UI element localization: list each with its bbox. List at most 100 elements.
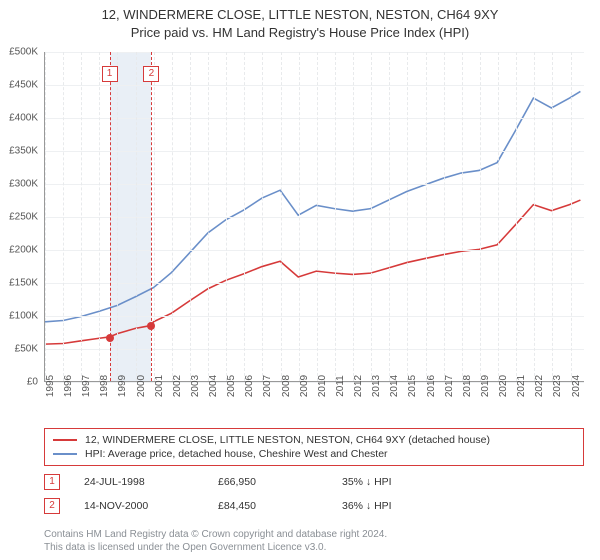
gridline-v	[208, 52, 209, 381]
gridline-v	[516, 52, 517, 381]
x-axis-label: 2001	[154, 375, 165, 397]
x-axis-label: 2008	[281, 375, 292, 397]
gridline-v	[389, 52, 390, 381]
y-axis-label: £300K	[9, 179, 38, 190]
gridline-h	[45, 52, 584, 53]
gridline-v	[353, 52, 354, 381]
gridline-v	[407, 52, 408, 381]
gridline-h	[45, 250, 584, 251]
series-hpi-line	[45, 91, 580, 321]
legend: 12, WINDERMERE CLOSE, LITTLE NESTON, NES…	[44, 428, 584, 466]
transaction-row-2: 2 14-NOV-2000 £84,450 36% ↓ HPI	[44, 498, 584, 514]
x-axis-label: 2014	[389, 375, 400, 397]
y-axis-label: £350K	[9, 146, 38, 157]
x-axis-label: 2000	[136, 375, 147, 397]
event-line	[151, 52, 152, 381]
y-axis-label: £150K	[9, 278, 38, 289]
x-axis-label: 2018	[462, 375, 473, 397]
x-axis-label: 2004	[208, 375, 219, 397]
x-axis-label: 2016	[426, 375, 437, 397]
x-axis-label: 2015	[407, 375, 418, 397]
x-axis-label: 2002	[172, 375, 183, 397]
gridline-v	[136, 52, 137, 381]
y-axis-label: £250K	[9, 212, 38, 223]
event-marker-box: 1	[102, 66, 118, 82]
x-axis-label: 2017	[444, 375, 455, 397]
y-axis-label: £50K	[15, 344, 38, 355]
gridline-v	[571, 52, 572, 381]
legend-row-property: 12, WINDERMERE CLOSE, LITTLE NESTON, NES…	[53, 433, 575, 447]
gridline-v	[226, 52, 227, 381]
event-dot	[106, 334, 114, 342]
y-axis-label: £100K	[9, 311, 38, 322]
gridline-v	[534, 52, 535, 381]
x-axis-label: 2009	[299, 375, 310, 397]
gridline-v	[281, 52, 282, 381]
x-axis-label: 2011	[335, 375, 346, 397]
gridline-h	[45, 217, 584, 218]
x-axis-label: 2022	[534, 375, 545, 397]
gridline-v	[462, 52, 463, 381]
gridline-v	[262, 52, 263, 381]
gridline-v	[317, 52, 318, 381]
gridline-v	[498, 52, 499, 381]
x-axis-label: 2005	[226, 375, 237, 397]
gridline-h	[45, 118, 584, 119]
legend-label-hpi: HPI: Average price, detached house, Ches…	[85, 448, 388, 460]
footer-line-1: Contains HM Land Registry data © Crown c…	[44, 528, 584, 541]
x-axis-label: 1995	[45, 375, 56, 397]
transaction-row-1: 1 24-JUL-1998 £66,950 35% ↓ HPI	[44, 474, 584, 490]
chart-title: 12, WINDERMERE CLOSE, LITTLE NESTON, NES…	[0, 0, 600, 41]
gridline-v	[45, 52, 46, 381]
x-axis-label: 1997	[81, 375, 92, 397]
gridline-v	[63, 52, 64, 381]
x-axis-label: 2007	[262, 375, 273, 397]
x-axis-label: 2024	[571, 375, 582, 397]
legend-swatch-property	[53, 439, 77, 441]
x-axis-label: 2003	[190, 375, 201, 397]
x-axis-label: 2010	[317, 375, 328, 397]
x-axis-label: 2020	[498, 375, 509, 397]
legend-swatch-hpi	[53, 453, 77, 455]
legend-label-property: 12, WINDERMERE CLOSE, LITTLE NESTON, NES…	[85, 434, 490, 446]
gridline-v	[426, 52, 427, 381]
transaction-marker-1: 1	[44, 474, 60, 490]
gridline-h	[45, 184, 584, 185]
x-axis-label: 2023	[552, 375, 563, 397]
title-line-2: Price paid vs. HM Land Registry's House …	[0, 24, 600, 42]
x-axis-label: 2006	[244, 375, 255, 397]
y-axis-label: £400K	[9, 113, 38, 124]
y-axis-label: £200K	[9, 245, 38, 256]
x-axis-label: 2021	[516, 375, 527, 397]
transaction-marker-2: 2	[44, 498, 60, 514]
gridline-h	[45, 349, 584, 350]
gridline-v	[99, 52, 100, 381]
y-axis-label: £0	[27, 377, 38, 388]
gridline-v	[190, 52, 191, 381]
legend-row-hpi: HPI: Average price, detached house, Ches…	[53, 447, 575, 461]
y-axis-label: £500K	[9, 47, 38, 58]
transaction-delta-1: 35% ↓ HPI	[342, 476, 392, 488]
gridline-h	[45, 283, 584, 284]
gridline-v	[552, 52, 553, 381]
gridline-v	[244, 52, 245, 381]
gridline-v	[444, 52, 445, 381]
event-dot	[147, 322, 155, 330]
event-line	[110, 52, 111, 381]
gridline-v	[335, 52, 336, 381]
plot-area: £0£50K£100K£150K£200K£250K£300K£350K£400…	[44, 52, 584, 382]
gridline-h	[45, 85, 584, 86]
transaction-date-2: 14-NOV-2000	[84, 500, 194, 512]
transaction-price-2: £84,450	[218, 500, 318, 512]
gridline-v	[172, 52, 173, 381]
y-axis-label: £450K	[9, 80, 38, 91]
gridline-v	[480, 52, 481, 381]
x-axis-label: 1999	[117, 375, 128, 397]
gridline-h	[45, 316, 584, 317]
gridline-v	[81, 52, 82, 381]
transaction-price-1: £66,950	[218, 476, 318, 488]
x-axis-label: 2012	[353, 375, 364, 397]
gridline-v	[117, 52, 118, 381]
footer-line-2: This data is licensed under the Open Gov…	[44, 541, 584, 554]
x-axis-label: 2019	[480, 375, 491, 397]
